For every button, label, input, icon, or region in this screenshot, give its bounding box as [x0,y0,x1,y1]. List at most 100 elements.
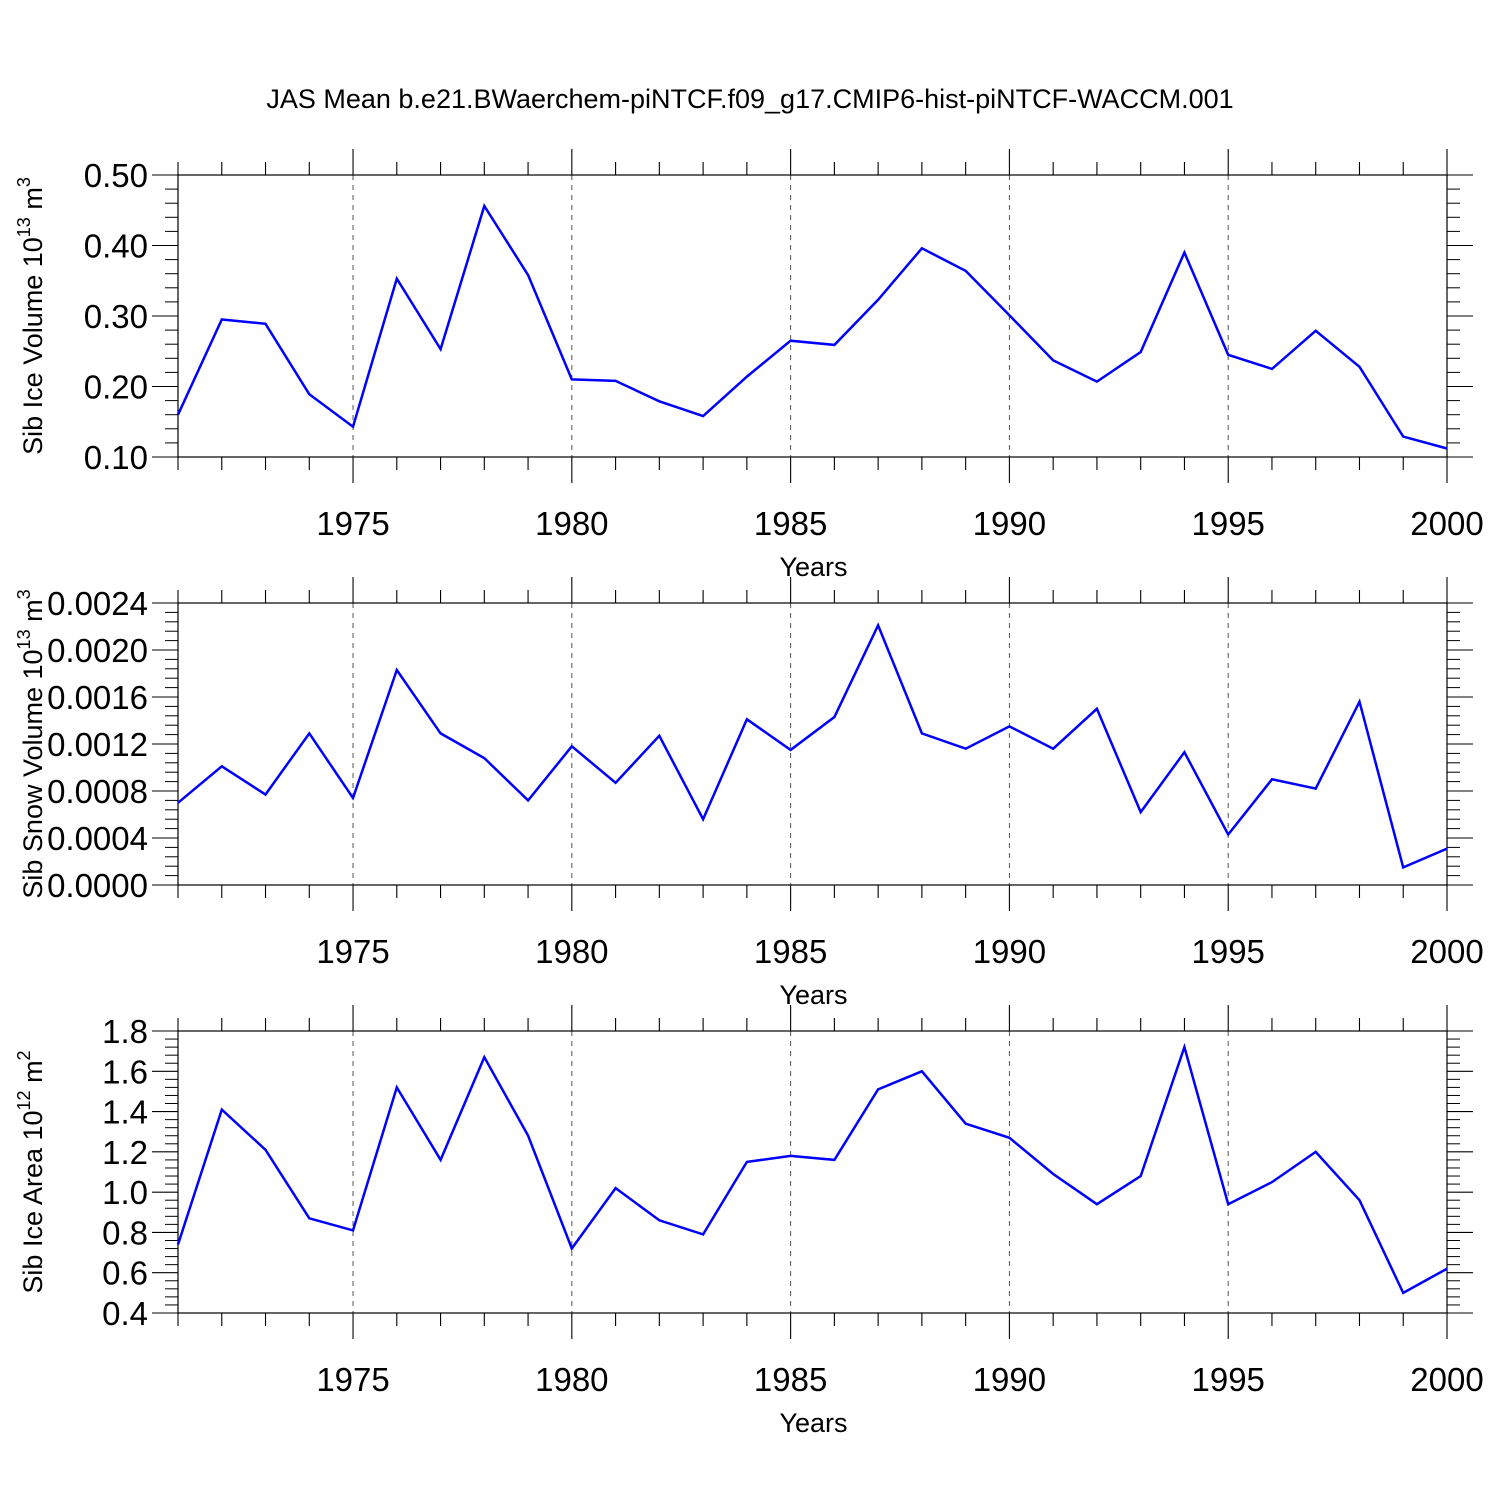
y-tick-label: 0.40 [84,228,148,265]
data-point [614,782,616,784]
y-tick-label: 1.6 [102,1053,148,1090]
x-axis-label: Years [779,552,847,582]
series-line-snow-volume [177,622,1448,870]
data-point [614,380,616,382]
data-point [1096,1203,1098,1205]
data-point [1008,314,1010,316]
data-point [746,1161,748,1163]
data-point [1183,1046,1185,1048]
data-point [1446,447,1448,449]
y-tick-label: 0.30 [84,298,148,335]
y-tick-label: 0.4 [102,1295,148,1332]
y-tick-label: 0.0004 [47,820,148,857]
data-point [921,1070,923,1072]
data-point [702,415,704,417]
data-point [308,393,310,395]
data-point [177,414,179,416]
x-tick-label: 1985 [754,505,827,542]
x-tick-label: 1975 [316,933,389,970]
y-tick-label: 1.4 [102,1094,148,1131]
data-point [264,323,266,325]
data-point [789,339,791,341]
data-point [789,749,791,751]
data-point [1227,1203,1229,1205]
x-tick-label: 1990 [973,505,1046,542]
data-point [1358,701,1360,703]
data-point [833,716,835,718]
x-tick-label: 1995 [1191,933,1264,970]
data-point [877,299,879,301]
y-axis-label: Sib Ice Area 1012 m2 [14,1050,48,1293]
data-point [921,732,923,734]
data-point [1271,368,1273,370]
x-tick-label: 2000 [1410,933,1483,970]
data-point [1315,787,1317,789]
y-tick-label: 0.8 [102,1214,148,1251]
data-point [1402,866,1404,868]
data-point [746,375,748,377]
data-point [308,1217,310,1219]
data-point [833,344,835,346]
x-tick-label: 1995 [1191,505,1264,542]
plot-frame [177,602,1448,886]
data-point [877,624,879,626]
data-point [1052,1173,1054,1175]
data-point [921,247,923,249]
data-point [396,669,398,671]
data-point [1315,330,1317,332]
y-tick-label: 1.2 [102,1134,148,1171]
data-point [1358,366,1360,368]
y-axis-label: Sib Ice Volume 1013 m3 [14,177,48,455]
data-point [658,400,660,402]
data-point [571,745,573,747]
y-tick-label: 1.0 [102,1174,148,1211]
y-tick-label: 1.8 [102,1013,148,1050]
y-tick-label: 0.0020 [47,632,148,669]
data-point [527,799,529,801]
data-point [264,793,266,795]
data-point [396,277,398,279]
data-point [1227,354,1229,356]
plot-frame [177,174,1448,458]
series-line-ice-volume [176,203,1448,450]
data-point [177,1243,179,1245]
data-point [964,270,966,272]
data-point [352,797,354,799]
data-point [177,802,179,804]
data-point [1446,847,1448,849]
x-tick-label: 2000 [1410,505,1483,542]
data-point [483,757,485,759]
x-tick-label: 1975 [316,505,389,542]
data-point [264,1149,266,1151]
x-axis-label: Years [779,980,847,1010]
data-point [221,1108,223,1110]
y-tick-label: 0.0012 [47,726,148,763]
data-point [1271,1181,1273,1183]
data-point [1139,1175,1141,1177]
x-tick-label: 1985 [754,933,827,970]
x-tick-label: 1990 [973,933,1046,970]
x-tick-label: 1995 [1191,1361,1264,1398]
data-point [658,1219,660,1221]
data-point [1096,380,1098,382]
data-point [527,274,529,276]
data-point [1183,751,1185,753]
y-tick-label: 0.0024 [47,585,148,622]
data-point [1358,1199,1360,1201]
data-point [702,818,704,820]
x-tick-label: 1985 [754,1361,827,1398]
data-point [877,1088,879,1090]
data-point [964,1122,966,1124]
data-point [1402,1292,1404,1294]
data-point [483,1056,485,1058]
data-point [571,1247,573,1249]
data-point [1271,778,1273,780]
data-point [221,318,223,320]
data-point [439,348,441,350]
data-point [527,1135,529,1137]
y-tick-label: 0.20 [84,369,148,406]
x-tick-label: 1980 [535,505,608,542]
data-point [308,732,310,734]
data-point [221,765,223,767]
